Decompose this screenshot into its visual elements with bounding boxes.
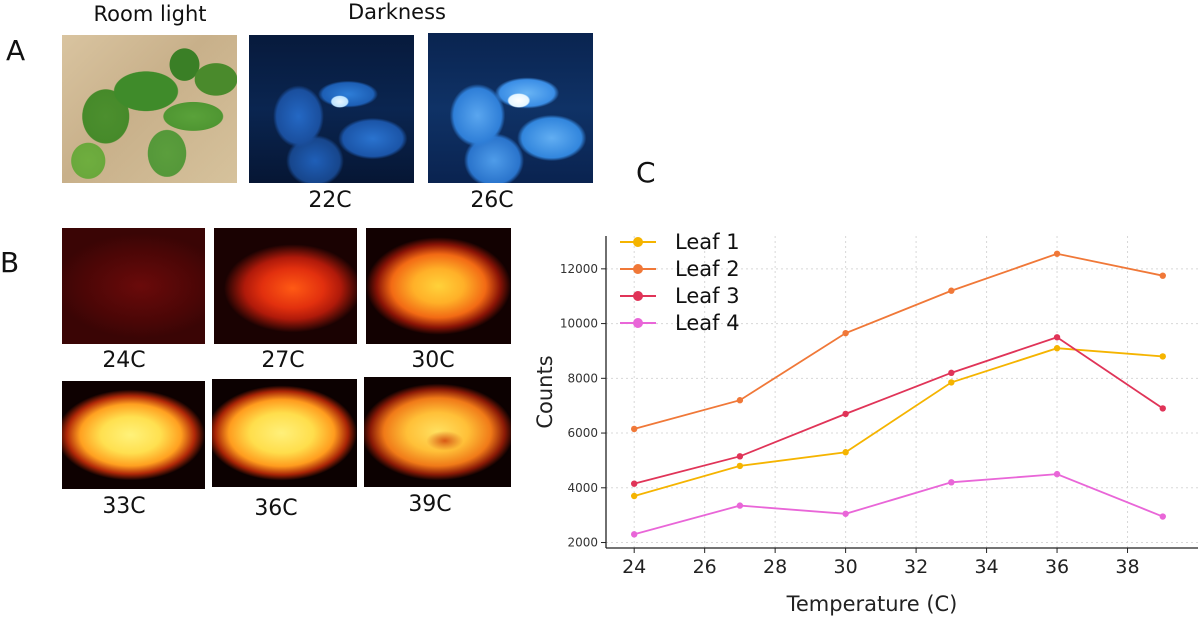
caption-24c: 24C — [102, 348, 146, 373]
legend-label: Leaf 1 — [675, 230, 740, 254]
data-point — [948, 369, 955, 377]
data-point — [1159, 353, 1166, 360]
caption-33c: 33C — [102, 494, 146, 519]
panel-c-letter: C — [636, 156, 656, 189]
data-point — [630, 480, 638, 487]
data-point — [842, 410, 849, 418]
data-point — [1159, 272, 1166, 279]
data-point — [736, 453, 744, 460]
room-light-label: Room light — [93, 2, 207, 26]
series-line-leaf-2 — [633, 252, 1163, 430]
legend-marker — [633, 237, 643, 247]
legend-label: Leaf 2 — [675, 257, 740, 281]
thermal-image-33c — [62, 381, 205, 489]
data-point — [842, 329, 849, 337]
data-point — [1159, 513, 1166, 520]
y-tick-label: 12000 — [560, 262, 598, 276]
caption-27c: 27C — [261, 348, 305, 373]
thermal-image-39c — [364, 377, 511, 487]
caption-39c: 39C — [408, 492, 452, 517]
data-point — [842, 510, 849, 517]
y-tick-label: 6000 — [567, 426, 598, 440]
x-tick-label: 32 — [904, 556, 928, 578]
x-tick-label: 26 — [693, 556, 717, 578]
x-tick-label: 28 — [763, 556, 787, 578]
data-point — [1053, 250, 1061, 257]
data-point — [842, 449, 849, 456]
data-point — [1053, 345, 1061, 352]
thermal-image-27c — [214, 228, 357, 344]
caption-30c: 30C — [411, 348, 455, 373]
data-point — [630, 425, 638, 433]
legend-marker — [633, 291, 643, 301]
panel-b-letter: B — [0, 246, 20, 279]
data-point — [736, 502, 744, 509]
y-tick-label: 8000 — [567, 371, 598, 385]
series-line-leaf-4 — [633, 473, 1164, 536]
legend-label: Leaf 4 — [675, 311, 740, 335]
data-point — [948, 379, 955, 386]
caption-22c: 22C — [308, 188, 352, 213]
data-point — [948, 287, 955, 294]
data-point — [1053, 334, 1061, 341]
data-point — [1159, 405, 1166, 412]
data-point — [630, 531, 638, 538]
thermal-image-36c — [212, 379, 357, 487]
x-tick-label: 24 — [622, 556, 646, 578]
darkness-label: Darkness — [348, 0, 446, 24]
thermal-image-24c — [62, 228, 205, 344]
y-tick-label: 4000 — [567, 481, 598, 495]
x-tick-label: 30 — [834, 556, 858, 578]
caption-26c: 26C — [470, 188, 514, 213]
darkness-plant-photo-26c — [428, 33, 593, 183]
y-axis-label: Counts — [533, 355, 557, 428]
data-point — [948, 479, 955, 486]
legend-marker — [633, 264, 643, 274]
x-axis-label: Temperature (C) — [786, 592, 958, 616]
y-tick-label: 10000 — [560, 317, 598, 331]
data-point — [630, 492, 638, 500]
darkness-plant-photo-22c — [249, 35, 414, 183]
thermal-image-30c — [366, 228, 511, 344]
caption-36c: 36C — [254, 496, 298, 521]
data-point — [1053, 470, 1061, 478]
legend-label: Leaf 3 — [675, 284, 740, 308]
panel-a-letter: A — [6, 34, 26, 67]
series-line-leaf-1 — [633, 347, 1163, 497]
x-tick-label: 36 — [1045, 556, 1069, 578]
y-tick-label: 2000 — [567, 536, 598, 550]
x-tick-label: 38 — [1115, 556, 1139, 578]
x-tick-label: 34 — [974, 556, 998, 578]
room-light-plant-photo — [62, 35, 237, 183]
legend-marker — [633, 318, 643, 328]
data-point — [736, 462, 744, 470]
series-line-leaf-3 — [633, 336, 1164, 485]
data-point — [736, 397, 744, 404]
